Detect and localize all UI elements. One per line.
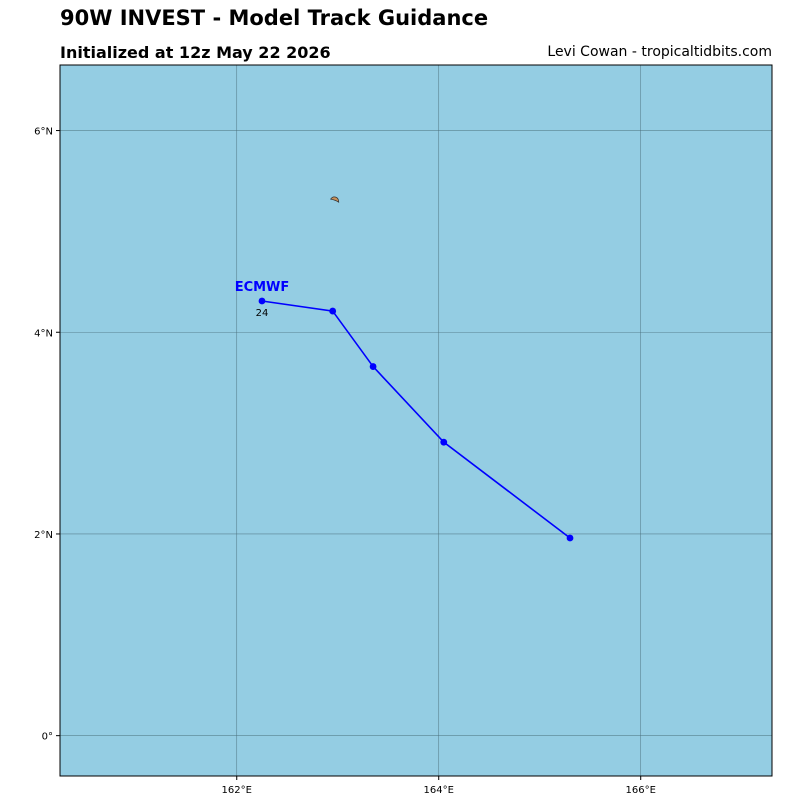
tick-label-lon: 166°E [626, 785, 656, 796]
tick-label-lat: 4°N [34, 328, 53, 339]
ocean-background [60, 65, 772, 776]
map-frame [59, 64, 773, 777]
land-island [330, 196, 340, 203]
gridlines [60, 65, 772, 776]
tick-label-lon: 162°E [222, 785, 252, 796]
tick-label-lat: 2°N [34, 530, 53, 541]
chart-subtitle: Initialized at 12z May 22 2026 [60, 43, 331, 62]
chart-title: 90W INVEST - Model Track Guidance [60, 6, 489, 30]
track-hour-label: 24 [256, 308, 269, 319]
axis-ticks: 162°E 164°E 166°E 6°N 4°N 2°N 0° [34, 127, 656, 796]
track-layer: ECMWF 24 [235, 280, 574, 542]
track-point [566, 534, 574, 542]
land-layer [330, 196, 340, 203]
tick-label-lat: 6°N [34, 127, 53, 138]
track-point [329, 307, 337, 315]
track-model-label: ECMWF [235, 280, 290, 295]
tick-label-lat: 0° [42, 732, 53, 743]
tick-label-lon: 164°E [424, 785, 454, 796]
track-point [369, 363, 377, 370]
credit-text: Levi Cowan - tropicaltidbits.com [547, 44, 772, 60]
track-point [440, 438, 448, 446]
track-point [258, 297, 266, 305]
